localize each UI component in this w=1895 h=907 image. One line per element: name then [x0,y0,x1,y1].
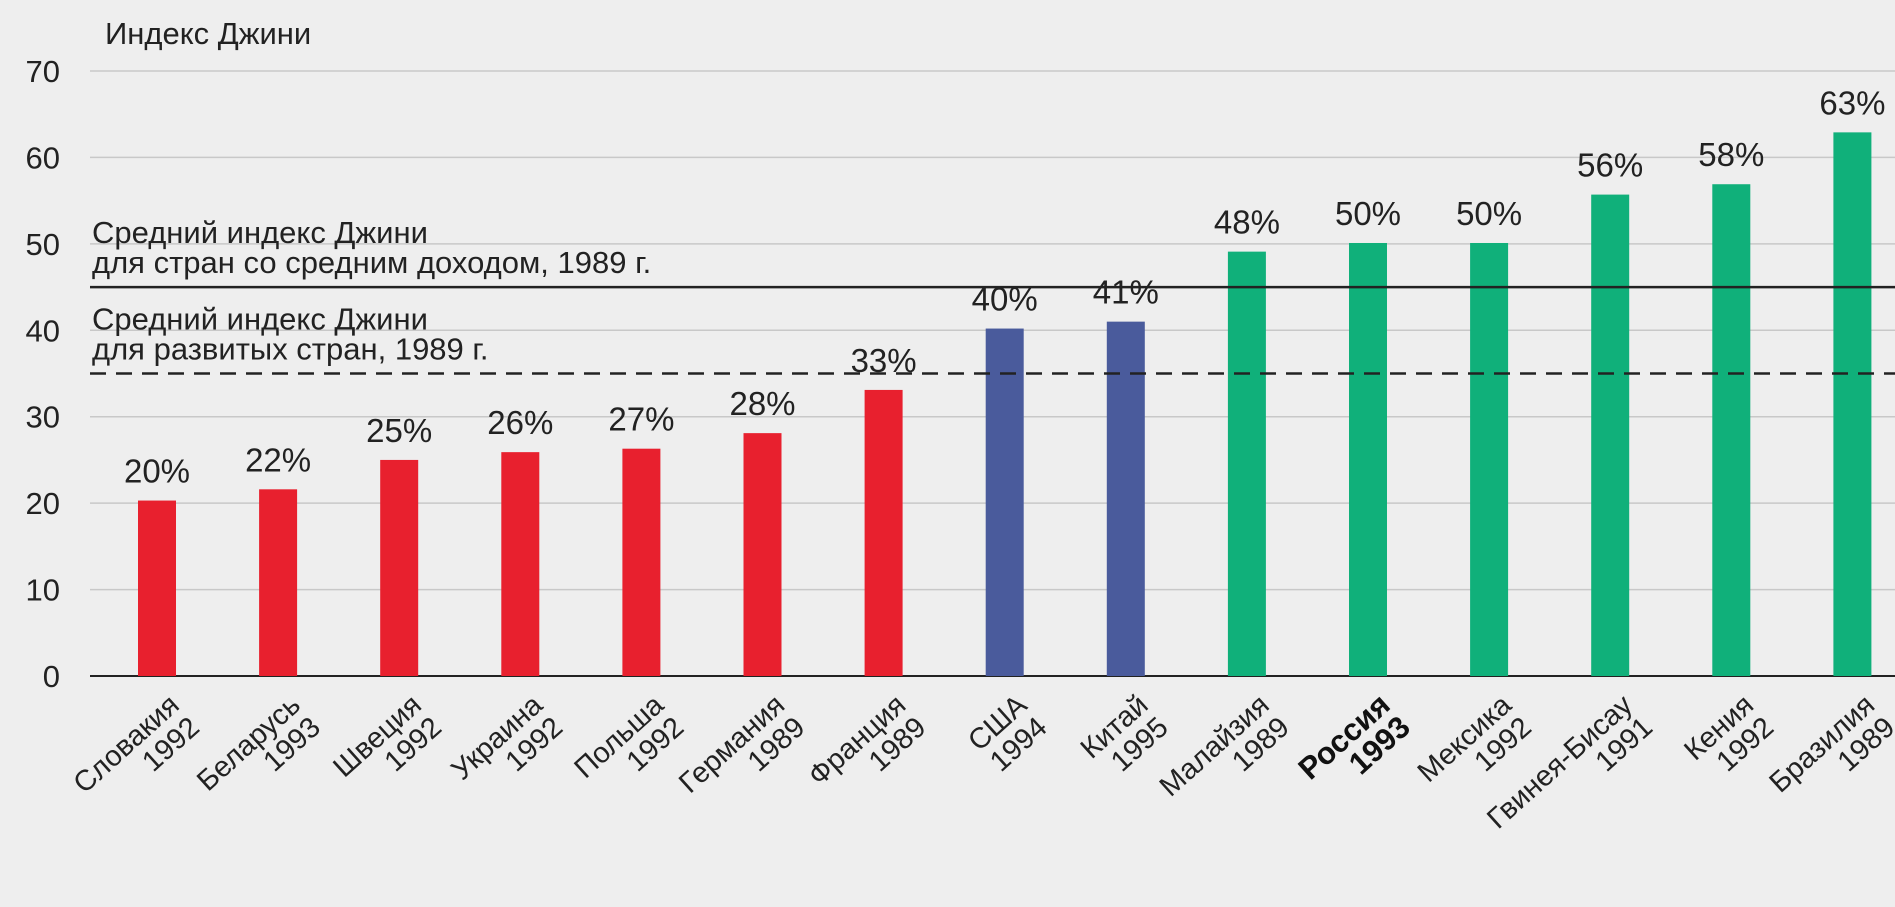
bar [380,459,419,676]
data-label: 20% [124,453,190,490]
bar [864,389,903,676]
bar [259,489,298,676]
y-tick-label: 70 [26,54,60,89]
data-label: 56% [1577,147,1643,184]
y-tick-label: 40 [26,313,60,348]
y-tick-label: 0 [43,659,60,694]
bar [1106,321,1145,676]
bar [1227,251,1266,676]
data-label: 26% [487,404,553,441]
data-label: 48% [1214,204,1280,241]
y-tick-label: 20 [26,486,60,521]
data-label: 50% [1456,195,1522,232]
data-label: 22% [245,441,311,478]
data-label: 25% [366,412,432,449]
bar [622,448,661,676]
y-tick-label: 60 [26,140,60,175]
bar [743,433,782,676]
data-label: 63% [1819,84,1885,121]
reference-line-label: Средний индекс Джини для развитых стран, … [92,302,489,367]
data-label: 58% [1698,136,1764,173]
y-tick-label: 10 [26,573,60,608]
bar [1470,242,1509,676]
y-tick-label: 50 [26,227,60,262]
data-label: 27% [608,401,674,438]
data-label: 33% [851,342,917,379]
data-label: 28% [729,385,795,422]
data-label: 50% [1335,195,1401,232]
bar [1349,242,1387,676]
data-labels: 20% 22% 25% 26% 27% 28% 33% 40% 41% 48% 50% 50% 56% 5… [124,84,1885,489]
data-label: 41% [1093,274,1159,311]
y-axis-ticks: 0 10 20 30 40 50 60 70 [26,54,60,694]
y-tick-label: 30 [26,400,60,435]
bar [138,500,176,676]
data-label: 40% [972,281,1038,318]
bar [1833,132,1872,677]
bar [501,452,540,676]
bars [138,132,1872,677]
bar [1591,194,1630,677]
y-axis-title: Индекс Джини [105,16,311,51]
bar [1712,184,1751,676]
reference-line-label: Средний индекс Джини для стран со средним… [92,215,651,280]
reference-lines: Средний индекс Джини для стран со средним… [90,215,1895,375]
bar [985,328,1024,676]
